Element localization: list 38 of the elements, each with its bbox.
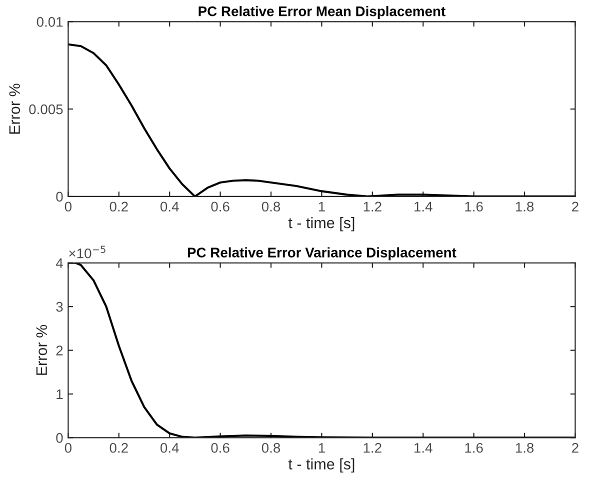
- y-axis-title: Error %: [9, 84, 20, 134]
- x-tick-label: 0.6: [211, 202, 230, 212]
- x-tick-label: 1.8: [516, 442, 534, 453]
- y-axis-title: Error %: [36, 324, 48, 375]
- x-tick-label: 1.4: [414, 443, 432, 453]
- text: ×10$^{−5}$: [69, 246, 106, 258]
- x-tick-label: 0.8: [262, 202, 280, 212]
- x-tick-label: 0.4: [160, 442, 179, 453]
- x-tick-label: 1.6: [465, 442, 483, 453]
- x-tick-label: 1: [318, 443, 325, 453]
- y-tick-label: 4: [56, 258, 63, 268]
- y-tick-label: 2: [56, 346, 63, 356]
- chart-title: PC Relative Error Variance Displacement: [188, 247, 456, 260]
- x-tick-label: 0.2: [110, 442, 128, 453]
- x-tick-label: 0.8: [262, 442, 280, 453]
- y-tick-label: 0: [56, 192, 63, 202]
- x-tick-label: 1.6: [465, 202, 483, 212]
- x-tick-label: 1.2: [364, 202, 382, 212]
- x-tick-label: 2: [572, 202, 578, 212]
- x-tick-label: 1.2: [364, 442, 382, 453]
- y-tick-label: 0.005: [29, 104, 63, 114]
- x-axis-title: t - time [s]: [288, 458, 354, 473]
- x-tick-label: 0: [64, 202, 72, 212]
- chart-title: PC Relative Error Mean Displacement: [198, 6, 446, 19]
- x-tick-label: 0.6: [211, 442, 230, 453]
- y-tick-label: 1: [56, 389, 63, 400]
- x-tick-label: 0.4: [160, 202, 179, 212]
- x-tick-label: 1.8: [516, 202, 534, 212]
- x-axis-title: t - time [s]: [288, 217, 354, 232]
- line-series: [68, 262, 576, 438]
- x-tick-label: 2: [572, 442, 578, 453]
- y-tick-label: 0.01: [36, 16, 63, 27]
- x-tick-label: 0.2: [110, 202, 128, 212]
- x-tick-label: 1.4: [414, 202, 432, 212]
- x-tick-label: 0: [64, 442, 72, 453]
- y-tick-label: 0: [56, 433, 63, 443]
- y-tick-label: 3: [56, 302, 63, 312]
- x-tick-label: 1: [318, 202, 325, 212]
